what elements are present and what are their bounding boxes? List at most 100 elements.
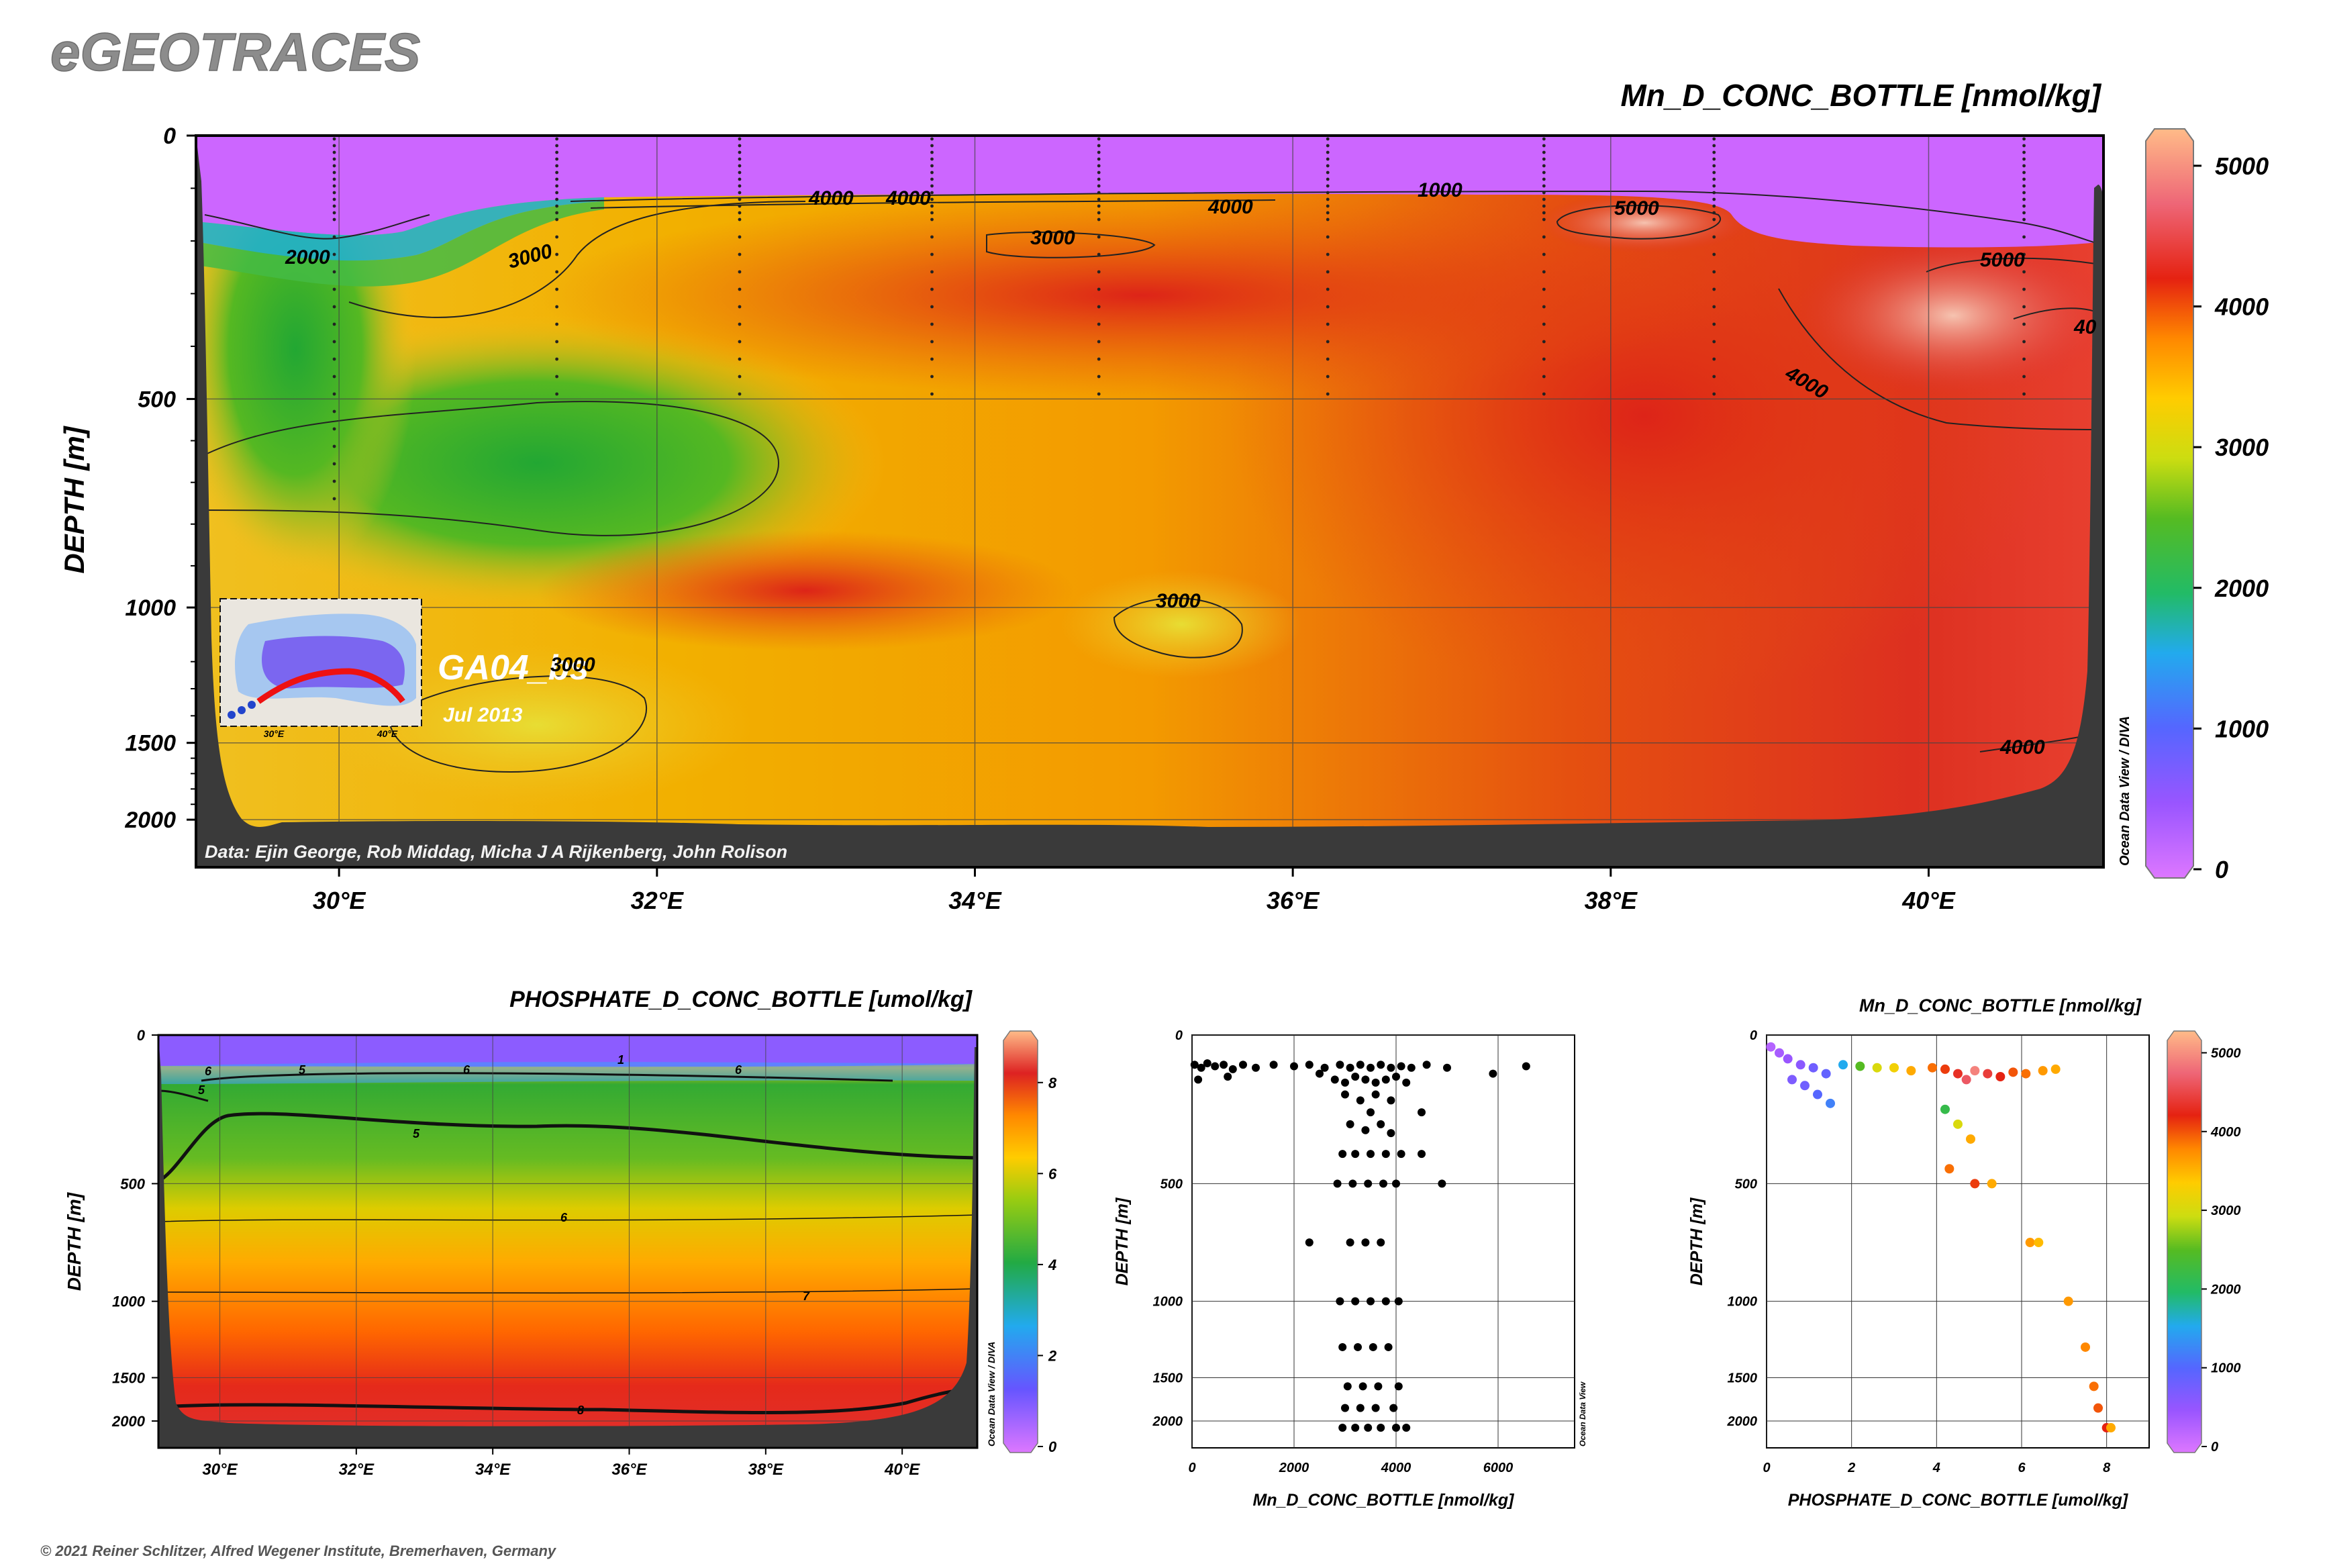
station-sample [1712,252,1716,256]
scatter-point [1239,1061,1247,1069]
property-colorbar-label: 0 [2211,1440,2218,1455]
station-sample [332,497,336,501]
station-sample [1712,197,1716,201]
station-sample [555,287,559,291]
station-sample [1326,270,1330,274]
scatter-point [1341,1404,1349,1412]
main-colorbar-label: 3000 [2215,434,2269,461]
scatter-point [1316,1069,1324,1078]
phosphate-title: PHOSPHATE_D_CONC_BOTTLE [umol/kg] [509,987,973,1012]
logo: eGEOTRACES [50,22,420,82]
station-sample [1326,197,1330,201]
scatter-point [1220,1061,1228,1069]
station-sample [1097,357,1101,361]
main-xtick-label: 32°E [631,887,684,914]
scatter-ylabel: DEPTH [m] [1113,1197,1132,1285]
station-sample [1326,322,1330,326]
property-plot: Mn_D_CONC_BOTTLE [nmol/kg] 0 2 4 6 8 0 500 1000… [1687,995,2241,1510]
station-sample [1326,184,1330,188]
property-colorbar-label: 3000 [2211,1204,2241,1218]
station-sample [738,287,742,291]
station-sample [1326,211,1330,215]
inset-label-30e: 30°E [264,728,285,739]
scatter-point [1351,1424,1360,1432]
scatter-point [1338,1424,1347,1432]
property-colorbar-label: 4000 [2210,1125,2241,1140]
property-point [1940,1104,1950,1114]
station-sample [1542,144,1546,148]
station-sample [332,479,336,483]
station-sample [738,144,742,148]
station-sample [2022,197,2026,201]
property-point [2089,1381,2099,1391]
main-contour-labels: 2000 3000 4000 3000 4000 1000 5000 5000 … [285,179,2097,758]
main-ytick-label: 0 [163,124,176,149]
scatter-point [1338,1150,1347,1159]
station-sample [930,144,934,148]
scatter-point [1522,1062,1530,1071]
scatter-point [1367,1150,1375,1159]
station-sample [555,177,559,181]
station-sample [332,427,336,431]
station-sample [1712,211,1716,215]
station-sample [332,462,336,466]
station-sample [738,197,742,201]
station-sample [1097,270,1101,274]
phosphate-xtick-label: 40°E [884,1461,920,1479]
station-sample [332,164,336,168]
scatter-point [1341,1078,1349,1087]
station-sample [738,164,742,168]
phosphate-ylabel: DEPTH [m] [64,1191,85,1291]
station-sample [1097,252,1101,256]
station-sample [738,252,742,256]
phosphate-ytick-label: 2000 [111,1413,146,1430]
station-sample [738,177,742,181]
scatter-xtick-label: 0 [1188,1461,1195,1475]
station-sample [1326,287,1330,291]
station-sample [1542,305,1546,309]
scatter-point [1343,1382,1352,1391]
property-point [1970,1179,1980,1189]
scatter-point [1381,1075,1390,1084]
station-dots [332,137,2026,501]
station-sample [332,197,336,201]
station-sample [332,217,336,222]
property-ytick-label: 1500 [1728,1371,1758,1385]
station-sample [1097,204,1101,208]
pink-max-zone-1 [1537,193,1752,253]
property-point [1995,1071,2006,1081]
station-sample [1097,322,1101,326]
station-sample [1097,287,1101,291]
station-sample [2022,177,2026,181]
station-sample [930,322,934,326]
property-point [1775,1048,1784,1058]
scatter-point [1422,1061,1431,1069]
station-sample [2022,157,2026,161]
scatter-xtick-label: 6000 [1483,1461,1514,1475]
scatter-point [1336,1061,1344,1069]
scatter-point [1379,1179,1387,1188]
station-sample [2022,357,2026,361]
station-sample [1542,164,1546,168]
property-point [1944,1164,1954,1174]
svg-text:40: 40 [2073,316,2097,338]
main-title: Mn_D_CONC_BOTTLE [nmol/kg] [1620,78,2101,113]
station-sample [1326,305,1330,309]
property-point [2081,1342,2090,1352]
main-ytick-label: 1500 [125,731,176,756]
property-title: Mn_D_CONC_BOTTLE [nmol/kg] [1859,995,2142,1016]
station-sample [332,305,336,309]
station-sample [1097,305,1101,309]
phosphate-field [158,1035,977,1448]
station-sample [1326,150,1330,154]
station-sample [930,150,934,154]
property-point [1966,1134,1975,1144]
station-sample [332,252,336,256]
station-sample [1712,157,1716,161]
property-point [1961,1075,1971,1085]
station-sample [2022,191,2026,195]
phosphate-section: PHOSPHATE_D_CONC_BOTTLE [umol/kg] 30°E 32… [64,987,1057,1479]
main-xtick-label: 36°E [1267,887,1320,914]
main-colorbar-ticks: 0 1000 2000 3000 4000 5000 [2193,152,2269,883]
station-sample [555,375,559,379]
